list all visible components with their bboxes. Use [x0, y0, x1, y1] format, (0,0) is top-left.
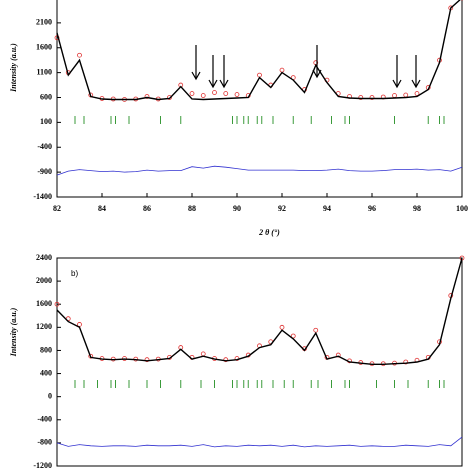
y-tick-label: -1200 [33, 461, 52, 470]
observed-point [369, 95, 375, 100]
observed-point [77, 322, 82, 327]
y-tick-label: -400 [37, 415, 52, 424]
observed-point [279, 324, 285, 330]
observed-point [77, 52, 82, 58]
x-tick-label: 92 [278, 204, 286, 213]
observed-point [88, 353, 94, 359]
y-tick-label: -1400 [33, 192, 52, 201]
observed-point [414, 91, 420, 96]
observed-point [212, 90, 217, 95]
y-axis-label: Intensity (a.u.) [9, 43, 18, 93]
y-tick-label: 1100 [36, 67, 52, 76]
observed-point [167, 95, 172, 100]
y-tick-label: 2400 [36, 253, 52, 262]
observed-point [403, 359, 409, 365]
y-tick-label: 1600 [36, 43, 52, 52]
y-tick-label: 800 [40, 345, 52, 354]
panel-label: b) [71, 269, 78, 278]
y-tick-label: 100 [40, 117, 52, 126]
observed-point [200, 93, 206, 98]
series-line [56, 257, 463, 365]
y-tick-label: -900 [37, 167, 52, 176]
y-tick-label: -800 [37, 438, 52, 447]
plot-frame [56, 0, 463, 198]
x-tick-label: 100 [456, 204, 468, 213]
x-tick-label: 94 [323, 204, 331, 213]
series-line [56, 0, 461, 101]
x-tick-label: 82 [53, 204, 61, 213]
observed-point [358, 95, 364, 100]
observed-point [144, 357, 150, 363]
y-tick-label: 2100 [36, 18, 52, 27]
x-tick-label: 90 [233, 204, 241, 213]
observed-point [234, 92, 240, 97]
y-tick-label: 2000 [36, 276, 52, 285]
x-tick-label: 88 [188, 204, 196, 213]
observed-point [144, 94, 150, 99]
x-tick-label: 98 [413, 204, 421, 213]
y-tick-label: 400 [40, 368, 52, 377]
observed-point [223, 357, 229, 363]
x-tick-label: 86 [143, 204, 151, 213]
series-line [56, 165, 463, 176]
observed-point [257, 72, 262, 78]
y-tick-label: 0 [48, 391, 52, 400]
y-tick-label: 1600 [36, 299, 52, 308]
observed-point [200, 351, 206, 357]
observed-point [54, 301, 60, 307]
observed-point [335, 352, 341, 358]
y-tick-label: 2600 [36, 0, 52, 2]
y-tick-label: 600 [40, 92, 52, 101]
y-axis-label: Intensity (a.u.) [9, 307, 18, 357]
observed-point [279, 67, 285, 73]
arrows [191, 45, 421, 89]
observed-point [313, 327, 319, 333]
observed-point [392, 93, 397, 98]
x-tick-label: 84 [98, 204, 106, 213]
observed-point [403, 92, 409, 98]
observed-point [223, 91, 229, 96]
y-tick-label: 1200 [36, 322, 52, 331]
series-line [56, 436, 463, 448]
y-tick-label: -400 [37, 142, 52, 151]
x-axis-label: 2 θ (°) [258, 228, 280, 237]
plot-frame [56, 257, 463, 467]
observed-point [189, 91, 195, 96]
x-tick-label: 96 [368, 204, 376, 213]
